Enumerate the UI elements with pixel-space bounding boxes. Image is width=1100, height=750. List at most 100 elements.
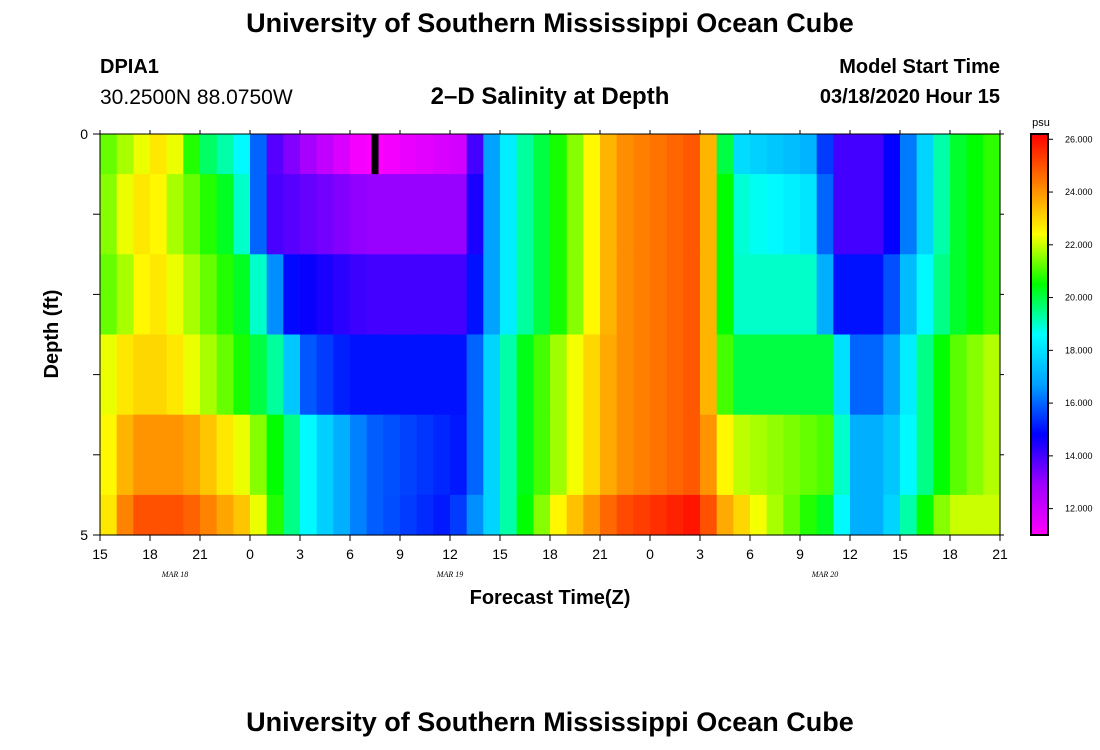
x-tick-label: 12 (442, 546, 458, 562)
heatmap-cell (633, 494, 651, 536)
heatmap-cell (233, 494, 251, 536)
heatmap-cell (983, 414, 1001, 496)
heatmap-cell (600, 134, 618, 175)
heatmap-cell (316, 174, 334, 255)
heatmap-cell (733, 414, 751, 496)
heatmap-cell (666, 254, 684, 336)
footer-title: University of Southern Mississippi Ocean… (246, 707, 854, 737)
heatmap-cell (733, 334, 751, 416)
heatmap-cell (900, 134, 918, 175)
heatmap-cell (666, 414, 684, 496)
heatmap-cell (616, 254, 634, 336)
heatmap-cell (933, 494, 951, 536)
heatmap-cell (183, 414, 201, 496)
heatmap-cell (633, 134, 651, 175)
heatmap-cell (283, 174, 301, 255)
heatmap-cell (733, 134, 751, 175)
heatmap-cell (216, 334, 234, 416)
heatmap-cell (683, 494, 701, 536)
heatmap-cell (883, 134, 901, 175)
heatmap-cell (433, 174, 451, 255)
heatmap-cell (983, 334, 1001, 416)
heatmap-cell (766, 414, 784, 496)
heatmap-cell (650, 414, 668, 496)
x-tick-label: 18 (142, 546, 158, 562)
heatmap-cell (300, 334, 318, 416)
heatmap-cell (933, 254, 951, 336)
x-tick-label: 3 (296, 546, 304, 562)
heatmap-cell (250, 174, 268, 255)
heatmap-cell (766, 494, 784, 536)
heatmap-cell (583, 134, 601, 175)
heatmap-cell (166, 334, 184, 416)
heatmap-cell (116, 334, 134, 416)
heatmap-cell (350, 494, 368, 536)
heatmap-cell (366, 174, 384, 255)
heatmap-cell (583, 174, 601, 255)
heatmap-cell (283, 254, 301, 336)
heatmap-cell (466, 254, 484, 336)
heatmap-cell (300, 494, 318, 536)
heatmap-cell (133, 494, 151, 536)
x-date-label: MAR 18 (161, 570, 188, 579)
heatmap-cell (950, 174, 968, 255)
heatmap-cell (700, 254, 718, 336)
heatmap-cell (500, 134, 518, 175)
model-start-value: 03/18/2020 Hour 15 (819, 86, 1000, 108)
heatmap-cell (283, 334, 301, 416)
heatmap-cell (516, 334, 534, 416)
heatmap-cell (633, 334, 651, 416)
heatmap-cell (916, 254, 934, 336)
heatmap-cell (916, 414, 934, 496)
heatmap-cell (850, 254, 868, 336)
heatmap-cell (200, 254, 218, 336)
heatmap-cell (200, 134, 218, 175)
heatmap-cell (383, 134, 401, 175)
y-tick-label: 0 (80, 126, 88, 142)
x-tick-label: 15 (892, 546, 908, 562)
colorbar-tick-label: 18.000 (1065, 345, 1093, 355)
heatmap-cell (683, 254, 701, 336)
heatmap-cell (500, 414, 518, 496)
heatmap-cell (783, 334, 801, 416)
heatmap-cell (316, 134, 334, 175)
heatmap-cell (850, 414, 868, 496)
heatmap-cell (100, 414, 118, 496)
heatmap-cell (383, 334, 401, 416)
heatmap-cell (900, 414, 918, 496)
heatmap-cell (216, 254, 234, 336)
heatmap-cell (533, 334, 551, 416)
heatmap-cell (616, 134, 634, 175)
heatmap-cell (650, 334, 668, 416)
x-tick-label: 15 (492, 546, 508, 562)
heatmap-cell (133, 134, 151, 175)
heatmap-cell (500, 494, 518, 536)
heatmap-cell (250, 254, 268, 336)
heatmap-cell (200, 414, 218, 496)
heatmap-cell (100, 174, 118, 255)
heatmap-cell (166, 254, 184, 336)
heatmap-cell (350, 134, 368, 175)
heatmap-cell (433, 134, 451, 175)
heatmap-cell (433, 254, 451, 336)
heatmap-cell (750, 254, 768, 336)
page-title: University of Southern Mississippi Ocean… (246, 8, 854, 38)
heatmap-cell (916, 494, 934, 536)
colorbar-tick-label: 20.000 (1065, 293, 1093, 303)
heatmap-cell (833, 134, 851, 175)
heatmap-cell (916, 174, 934, 255)
heatmap-cell (800, 174, 818, 255)
colorbar-tick-label: 16.000 (1065, 398, 1093, 408)
heatmap-cell (450, 494, 468, 536)
heatmap-cell (600, 254, 618, 336)
heatmap-cell (800, 334, 818, 416)
x-tick-label: 12 (842, 546, 858, 562)
heatmap-cell (550, 174, 568, 255)
x-tick-label: 9 (796, 546, 804, 562)
heatmap-cell (866, 174, 884, 255)
heatmap-cell (766, 174, 784, 255)
heatmap-cell (566, 414, 584, 496)
heatmap-cell (816, 334, 834, 416)
x-tick-label: 6 (746, 546, 754, 562)
heatmap-cell (100, 254, 118, 336)
